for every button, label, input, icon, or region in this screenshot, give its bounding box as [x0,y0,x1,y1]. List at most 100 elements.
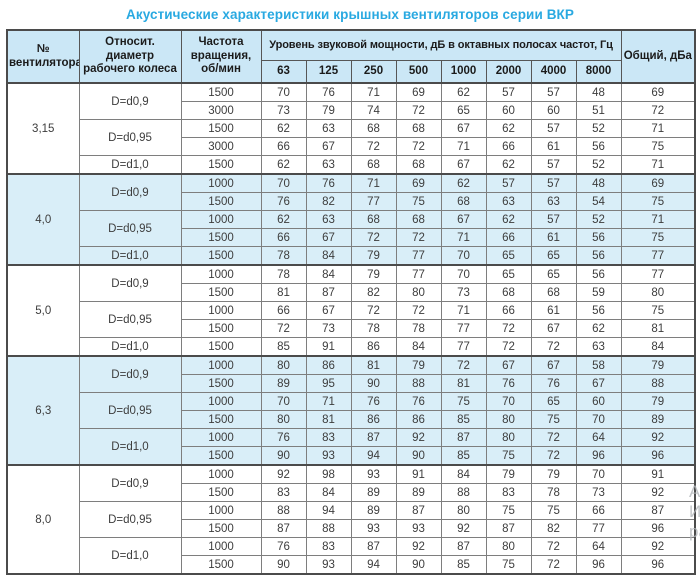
level-cell: 85 [260,337,307,357]
level-cell: 89 [260,374,307,393]
level-cell: 76 [260,428,307,447]
level-cell: 62 [485,119,532,138]
speed-cell: 1500 [180,82,262,102]
level-cell: 78 [350,319,397,338]
level-cell: 88 [305,519,352,538]
level-cell: 57 [530,155,577,175]
level-cell: 89 [350,501,397,520]
level-cell: 83 [485,483,532,502]
speed-cell: 1000 [180,301,262,320]
total-cell: 96 [620,519,696,538]
table-row: D=d1,0 1500 85 91 86 84 77 72 72 63 84 [7,337,696,357]
level-cell: 66 [260,137,307,156]
level-cell: 86 [395,410,442,429]
level-cell: 67 [440,155,487,175]
level-cell: 70 [440,264,487,284]
speed-cell: 1000 [180,264,262,284]
fan-cell: 5,0 [6,264,80,357]
level-cell: 98 [305,464,352,484]
level-cell: 72 [485,319,532,338]
level-cell: 79 [395,355,442,375]
fan-cell: 8,0 [6,464,80,575]
level-cell: 56 [575,264,622,284]
level-cell: 72 [395,301,442,320]
level-cell: 72 [440,355,487,375]
table-body: 3,15 D=d0,9 1500 70 76 71 69 62 57 57 48 69 3000 73 79… [6,82,696,575]
level-cell: 77 [395,264,442,284]
total-cell: 96 [620,446,696,466]
level-cell: 61 [530,137,577,156]
level-cell: 72 [260,319,307,338]
level-cell: 70 [485,392,532,411]
table-row: D=d0,95 1000 66 67 72 72 71 66 61 56 75 [7,301,696,338]
level-cell: 61 [530,301,577,320]
level-cell: 92 [395,428,442,447]
total-cell: 69 [620,82,696,102]
level-cell: 90 [350,374,397,393]
level-cell: 60 [575,392,622,411]
table-row: 1500 87 88 93 93 92 87 82 77 96 [7,519,696,538]
level-cell: 79 [485,464,532,484]
level-cell: 78 [260,246,307,266]
diameter-cell: D=d1,0 [78,246,182,266]
table-row: 5,0 D=d0,9 1000 78 84 79 77 70 65 65 56 77 [6,264,696,357]
speed-cell: 1500 [180,319,262,338]
level-cell: 62 [440,82,487,102]
level-cell: 72 [530,337,577,357]
level-cell: 52 [575,210,622,229]
table-row: D=d0,95 1000 62 63 68 68 67 62 57 52 71 [7,210,696,247]
table-row: D=d0,95 1000 70 71 76 76 75 70 65 60 79 [7,392,696,429]
table-row: 4,0 D=d0,9 1000 70 76 71 69 62 57 57 48 69 [6,173,696,266]
level-cell: 72 [530,428,577,447]
level-cell: 76 [485,374,532,393]
level-cell: 48 [575,173,622,193]
col-header-octave: 4000 [530,60,577,84]
total-cell: 81 [620,319,696,338]
level-cell: 88 [260,501,307,520]
total-cell: 77 [620,264,696,284]
level-cell: 62 [260,155,307,175]
level-cell: 83 [260,483,307,502]
diameter-cell: D=d0,95 [78,301,182,338]
level-cell: 80 [440,501,487,520]
table-row: 3000 66 67 72 72 71 66 61 56 75 [7,137,696,156]
table-row: 1500 89 95 90 88 81 76 76 67 88 [7,374,696,393]
level-cell: 90 [260,555,307,575]
col-header-octave: 125 [305,60,352,84]
col-header-octave: 250 [350,60,397,84]
level-cell: 64 [575,428,622,447]
level-cell: 57 [530,210,577,229]
level-cell: 72 [350,301,397,320]
level-cell: 66 [485,228,532,247]
table-row: 1500 76 82 77 75 68 63 63 54 75 [7,192,696,211]
level-cell: 66 [575,501,622,520]
level-cell: 65 [485,264,532,284]
level-cell: 84 [395,337,442,357]
level-cell: 87 [350,428,397,447]
total-cell: 75 [620,228,696,247]
level-cell: 62 [260,119,307,138]
level-cell: 75 [395,192,442,211]
total-cell: 71 [620,155,696,175]
level-cell: 48 [575,82,622,102]
level-cell: 56 [575,301,622,320]
level-cell: 71 [350,173,397,193]
table-row: D=d1,0 1000 76 83 87 92 87 80 72 64 92 [7,537,696,575]
level-cell: 89 [395,483,442,502]
speed-cell: 1000 [180,501,262,520]
level-cell: 86 [350,337,397,357]
col-header-diameter: Относит. диаметр рабочего колеса [78,29,182,84]
level-cell: 65 [485,246,532,266]
level-cell: 68 [350,155,397,175]
level-cell: 58 [575,355,622,375]
level-cell: 87 [440,428,487,447]
table-row: D=d1,0 1500 62 63 68 68 67 62 57 52 71 [7,155,696,175]
level-cell: 84 [305,483,352,502]
level-cell: 65 [530,392,577,411]
level-cell: 63 [575,337,622,357]
level-cell: 72 [350,137,397,156]
level-cell: 67 [575,374,622,393]
header-row-octaves: 63 125 250 500 1000 2000 4000 8000 [7,60,695,84]
table-row: 1500 66 67 72 72 71 66 61 56 75 [7,228,696,247]
